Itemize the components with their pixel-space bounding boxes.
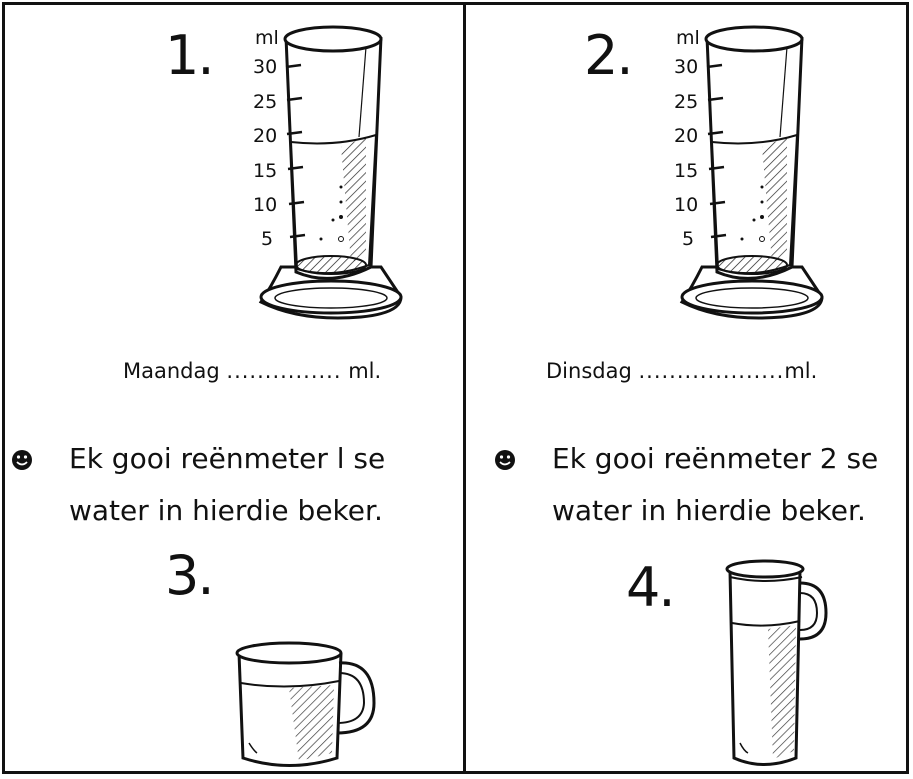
instruction-line-2: water in hierdie beker. [69,494,383,527]
answer-blank[interactable]: ................... [638,359,785,383]
instruction-line-2: water in hierdie beker. [552,494,866,527]
scale-unit-label: ml [255,27,279,49]
scale-tick-label: 30 [674,56,699,78]
answer-line: Maandag ............... ml. [123,361,381,382]
scale-tick-label: 30 [253,56,278,78]
scale-unit-label: ml [676,27,700,49]
panel-left: 1. [5,5,460,771]
rain-gauge-icon [258,25,403,320]
scale-tick-label: 5 [682,228,695,250]
unit-label: ml. [348,359,382,383]
day-label: Dinsdag [546,359,632,383]
smiley-bullet-icon [12,450,32,470]
container-number: 3. [165,544,215,607]
scale-tick-label: 25 [253,91,278,113]
tall-jug-icon [725,559,828,766]
scale-tick-label: 10 [674,194,699,216]
mug-icon [235,641,376,767]
scale-tick-label: 20 [253,125,278,147]
answer-blank[interactable]: ............... [226,359,342,383]
container-number: 4. [626,556,676,619]
instruction-line-1: Ek gooi reënmeter 2 se [552,442,879,475]
panel-number: 1. [165,24,215,87]
scale-tick-label: 15 [674,160,699,182]
day-label: Maandag [123,359,220,383]
smiley-bullet-icon [495,450,515,470]
instruction-line-1: Ek gooi reënmeter l se [69,442,386,475]
scale-tick-label: 25 [674,91,699,113]
scale-tick-label: 5 [261,228,274,250]
scale-tick-label: 10 [253,194,278,216]
scale-tick-label: 15 [253,160,278,182]
scale-tick-label: 20 [674,125,699,147]
panel-right: 2. [466,5,913,771]
unit-label: ml. [784,359,818,383]
answer-line: Dinsdag ...................ml. [546,361,817,382]
panel-divider [463,5,466,771]
panel-number: 2. [584,24,634,87]
rain-gauge-icon [679,25,824,320]
